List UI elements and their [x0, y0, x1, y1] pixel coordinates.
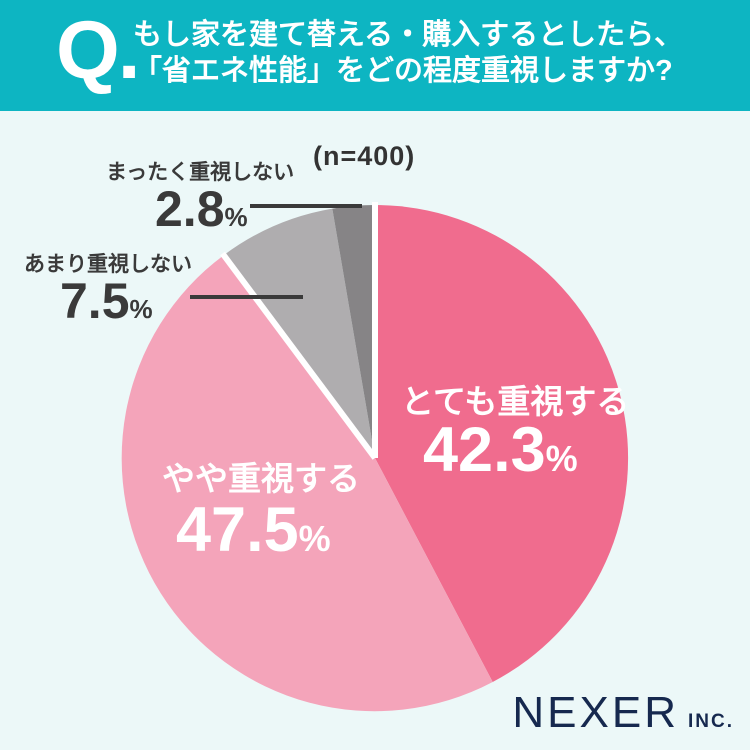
segment-value-number: 7.5 — [60, 273, 130, 329]
pie-slice-somewhat-important — [121, 255, 493, 712]
question-text: もし家を建て替える・購入するとしたら、 「省エネ性能」をどの程度重視しますか? — [133, 17, 683, 89]
segment-label-very: とても重視する — [401, 383, 630, 420]
segment-value-not-very: 7.5% — [60, 272, 153, 330]
question-line-2: 「省エネ性能」をどの程度重視しますか? — [133, 55, 673, 87]
percent-sign: % — [224, 202, 248, 232]
pie-slice-not-at-all-important — [332, 204, 375, 458]
company-logo: NEXER INC. — [512, 688, 734, 738]
segment-value-number: 2.8 — [155, 181, 225, 237]
segment-value-very: 42.3% — [423, 414, 578, 486]
percent-sign: % — [129, 294, 153, 324]
segment-value-number: 47.5 — [176, 495, 299, 565]
question-banner: Q. もし家を建て替える・購入するとしたら、 「省エネ性能」をどの程度重視します… — [0, 0, 750, 111]
segment-value-not-at-all: 2.8% — [155, 180, 248, 238]
segment-label-not-at-all: まったく重視しない — [106, 161, 295, 184]
pie-slice-very-important — [375, 204, 629, 682]
company-logo-name: NEXER — [512, 688, 679, 737]
q-mark: Q. — [56, 5, 141, 96]
slice-separator-left — [220, 251, 378, 460]
sample-size-label: (n=400) — [313, 141, 416, 171]
company-logo-suffix: INC. — [688, 711, 734, 732]
segment-label-somewhat: やや重視する — [162, 460, 360, 497]
segment-value-somewhat: 47.5% — [176, 494, 331, 566]
percent-sign: % — [298, 518, 331, 559]
percent-sign: % — [545, 438, 578, 479]
segment-label-not-very: あまり重視しない — [24, 253, 192, 276]
segment-value-number: 42.3 — [423, 415, 546, 485]
pie-slice-not-very-important — [223, 208, 375, 458]
question-line-1: もし家を建て替える・購入するとしたら、 — [133, 19, 684, 51]
